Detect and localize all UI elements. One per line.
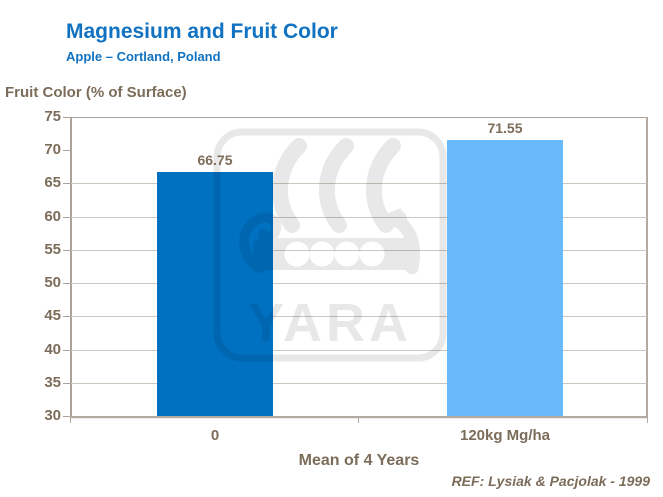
- yara-watermark-logo: YARA: [213, 128, 447, 362]
- watermark-dragon-beak-icon: [383, 208, 401, 227]
- y-axis-tick-30: [63, 416, 70, 417]
- x-axis-tick-2: [647, 418, 648, 423]
- x-axis-line: [70, 416, 648, 418]
- x-axis-tick-1: [358, 418, 359, 423]
- y-axis-tick-label-65: 65: [44, 174, 61, 192]
- bar-1: [447, 139, 563, 416]
- gridline-50: [71, 283, 647, 285]
- y-axis: 75 70 65 60 55 50 45 40 35 30: [0, 108, 70, 424]
- gridline-60: [71, 216, 647, 218]
- y-axis-tick-label-55: 55: [44, 240, 61, 258]
- y-axis-tick-label-70: 70: [44, 141, 61, 159]
- watermark-dragon-head-icon: [394, 216, 421, 275]
- x-axis-title: Mean of 4 Years: [298, 452, 420, 469]
- watermark-sail-3-icon: [366, 138, 401, 233]
- plot-border-left: [70, 117, 72, 418]
- watermark-frame: [213, 128, 447, 362]
- bar-value-label-0: 66.75: [197, 151, 233, 168]
- watermark-sail-2-icon: [319, 138, 354, 233]
- y-axis-tick-label-30: 30: [44, 407, 61, 424]
- watermark-text: YARA: [248, 293, 412, 353]
- y-axis-tick-label-40: 40: [44, 340, 61, 358]
- y-axis-tick-75: [63, 117, 70, 118]
- y-axis-tick-65: [63, 183, 70, 185]
- x-axis-category-label-1: 120kg Mg/ha: [459, 427, 551, 444]
- y-axis-tick-label-60: 60: [44, 207, 61, 225]
- y-axis-tick-35: [63, 382, 70, 384]
- y-axis-tick-60: [63, 216, 70, 218]
- y-axis-tick-70: [63, 150, 70, 152]
- y-axis-tick-label-35: 35: [44, 373, 61, 391]
- watermark-prow-curl-icon: [239, 212, 282, 273]
- y-axis-tick-55: [63, 249, 70, 251]
- y-axis-tick-40: [63, 349, 70, 351]
- watermark-hull-icon: [253, 238, 419, 270]
- chart-header: Magnesium and Fruit Color Apple – Cortla…: [66, 20, 338, 64]
- plot-area: YARA 66.75 0 71.55 120kg Mg/ha: [70, 117, 648, 444]
- y-axis-tick-50: [63, 283, 70, 285]
- gridline-35: [71, 382, 647, 384]
- x-axis-category-label-0: 0: [210, 427, 220, 444]
- gridline-45: [71, 316, 647, 318]
- bar-0: [157, 171, 273, 416]
- chart-subtitle: Apple – Cortland, Poland: [66, 49, 221, 64]
- reference-note: REF: Lysiak & Pacjolak - 1999: [451, 473, 650, 489]
- x-axis-tick-0: [70, 418, 71, 423]
- watermark-sail-1-icon: [272, 138, 307, 233]
- gridline-65: [71, 183, 647, 185]
- plot-border-top: [70, 117, 648, 118]
- plot-border-right: [646, 117, 648, 418]
- y-axis-tick-label-45: 45: [44, 307, 61, 325]
- watermark-dragon-head-knob: [389, 210, 407, 228]
- y-axis-tick-45: [63, 316, 70, 318]
- gridline-55: [71, 249, 647, 251]
- gridline-40: [71, 349, 647, 351]
- bar-value-label-1: 71.55: [487, 119, 523, 136]
- y-axis-title: Fruit Color (% of Surface): [5, 84, 187, 101]
- y-axis-tick-label-75: 75: [44, 108, 61, 125]
- chart-title: Magnesium and Fruit Color: [66, 20, 338, 43]
- y-axis-tick-label-50: 50: [44, 274, 61, 292]
